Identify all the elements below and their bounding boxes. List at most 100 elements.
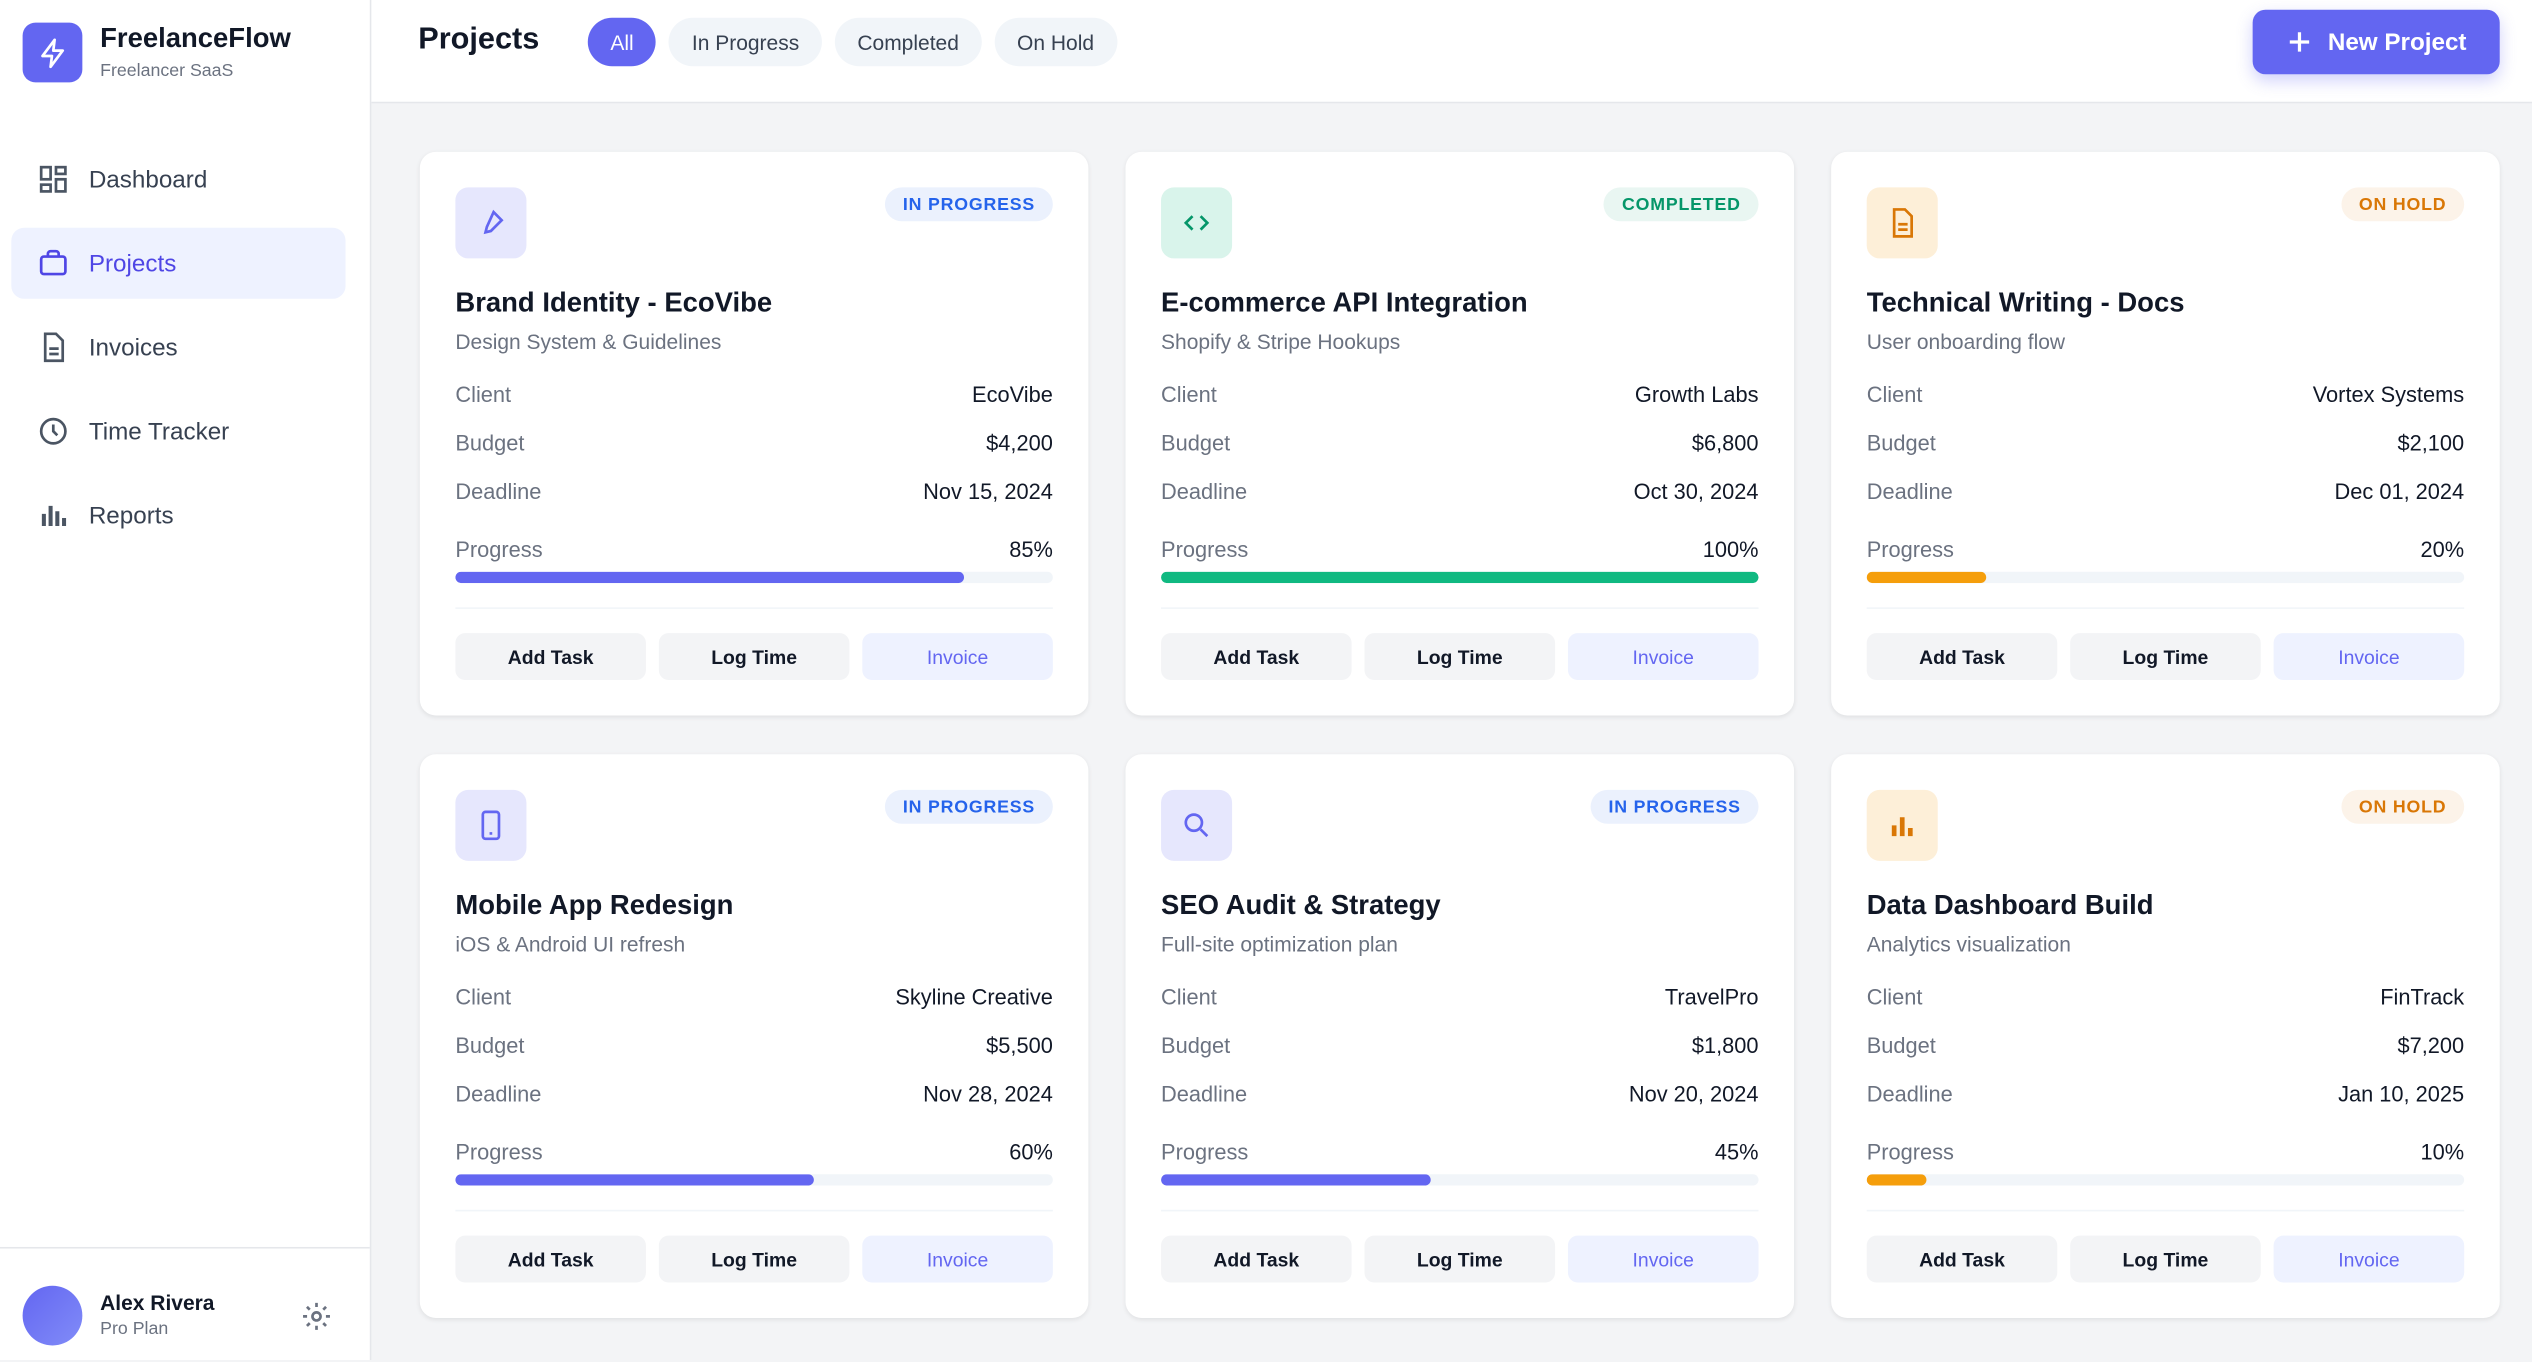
progress-track	[455, 571, 1053, 584]
detail-row: Deadline Nov 15, 2024	[455, 467, 1052, 515]
action-button[interactable]: Log Time	[658, 1235, 850, 1283]
nav-item[interactable]: Dashboard	[11, 144, 345, 215]
nav-item[interactable]: Projects	[11, 227, 346, 299]
action-button[interactable]: Log Time	[2070, 633, 2261, 680]
nav-label: Projects	[88, 249, 177, 278]
detail-label: Progress	[1161, 1139, 1249, 1164]
project-subtitle: Full-site optimization plan	[1161, 931, 1398, 957]
detail-row: Client Growth Labs	[1161, 370, 1758, 418]
detail-label: Deadline	[1866, 478, 1953, 504]
detail-label: Client	[1866, 381, 1923, 407]
nav-item[interactable]: Reports	[11, 480, 345, 551]
detail-value: EcoVibe	[972, 381, 1053, 407]
project-title: Technical Writing - Docs	[1866, 287, 2185, 319]
project-card: IN PROGRESS SEO Audit & Strategy Full-site…	[1125, 754, 1795, 1319]
detail-row: Deadline Nov 20, 2024	[1161, 1069, 1758, 1117]
project-subtitle: Design System & Guidelines	[455, 329, 722, 354]
nav-item[interactable]: Time Tracker	[11, 396, 345, 467]
detail-value: $2,100	[2397, 430, 2465, 455]
status-badge: COMPLETED	[1604, 187, 1759, 222]
action-button[interactable]: Log Time	[1364, 633, 1556, 680]
detail-label: Deadline	[455, 478, 542, 504]
progress-label: 100%	[1702, 537, 1759, 562]
divider	[1866, 1209, 2465, 1212]
action-button[interactable]: Invoice	[862, 633, 1053, 680]
filter-pill[interactable]: In Progress	[669, 17, 822, 67]
avatar	[22, 1285, 83, 1346]
action-button[interactable]: Invoice	[1567, 1235, 1759, 1283]
progress-label: 10%	[2420, 1139, 2465, 1164]
project-icon	[1161, 187, 1233, 259]
project-subtitle: Analytics visualization	[1866, 931, 2071, 957]
detail-label: Budget	[1161, 430, 1231, 455]
project-title: Data Dashboard Build	[1866, 889, 2154, 921]
detail-label: Budget	[1866, 430, 1936, 455]
nav-item[interactable]: Invoices	[11, 312, 345, 383]
divider	[1866, 607, 2465, 609]
project-details: Client Growth Labs Budget $6,800 Deadline Oct…	[1161, 370, 1758, 515]
project-title: Mobile App Redesign	[455, 889, 734, 921]
action-button[interactable]: Add Task	[1866, 1235, 2058, 1283]
filter-pill[interactable]: All	[587, 17, 657, 67]
action-button[interactable]: Log Time	[1364, 1235, 1556, 1283]
status-badge: IN PROGRESS	[885, 187, 1053, 222]
project-icon	[455, 789, 527, 861]
nav-label: Dashboard	[88, 165, 208, 194]
action-button[interactable]: Add Task	[455, 633, 646, 680]
project-icon	[455, 187, 527, 259]
project-icon	[1161, 789, 1233, 861]
action-button[interactable]: Add Task	[1866, 633, 2058, 680]
card-actions: Add Task Log Time Invoice	[1866, 1235, 2465, 1283]
action-button[interactable]: Invoice	[2273, 633, 2465, 680]
header: Projects All In Progress Completed On Hold …	[371, 0, 2532, 104]
progress-bar	[1866, 1174, 1927, 1186]
detail-value: Nov 20, 2024	[1628, 1081, 1759, 1106]
detail-row: Budget $7,200	[1867, 1021, 2464, 1069]
nav-label: Time Tracker	[88, 417, 230, 445]
settings[interactable]	[300, 1300, 332, 1332]
filter-pill[interactable]: Completed	[834, 17, 982, 67]
progress-row: Progress 60%	[455, 1127, 1052, 1175]
status-badge: IN PROGRESS	[885, 789, 1053, 824]
progress-bar	[455, 571, 964, 584]
progress-label: 45%	[1714, 1139, 1759, 1164]
detail-label: Progress	[455, 537, 543, 562]
new-project-button[interactable]: New Project	[2252, 9, 2500, 75]
detail-value: TravelPro	[1664, 984, 1759, 1009]
detail-row: Client EcoVibe	[455, 370, 1052, 418]
action-button[interactable]: Add Task	[455, 1235, 646, 1283]
user-name: Alex Rivera	[100, 1290, 215, 1315]
detail-row: Budget $2,100	[1867, 418, 2464, 466]
project-card: ON HOLD Technical Writing - Docs User onbo…	[1831, 151, 2500, 716]
action-button[interactable]: Invoice	[862, 1235, 1053, 1283]
detail-value: Dec 01, 2024	[2334, 478, 2465, 504]
detail-row: Budget $5,500	[455, 1021, 1052, 1069]
detail-row: Budget $6,800	[1161, 418, 1758, 466]
detail-row: Client Vortex Systems	[1867, 370, 2464, 418]
action-button[interactable]: Add Task	[1161, 633, 1352, 680]
action-button[interactable]: Log Time	[658, 633, 850, 680]
filter-pill[interactable]: On Hold	[994, 17, 1117, 67]
progress-bar	[455, 1174, 814, 1186]
brand: FreelanceFlow	[100, 22, 291, 54]
detail-label: Progress	[1866, 1139, 1954, 1164]
divider	[455, 1209, 1053, 1212]
detail-value: Oct 30, 2024	[1633, 478, 1759, 504]
status-badge: ON HOLD	[2341, 187, 2465, 222]
detail-row: Deadline Jan 10, 2025	[1867, 1069, 2464, 1117]
detail-label: Budget	[1866, 1032, 1936, 1058]
detail-label: Deadline	[1866, 1081, 1953, 1106]
action-button[interactable]: Log Time	[2070, 1235, 2261, 1283]
progress-track	[1161, 571, 1759, 584]
action-button[interactable]: Invoice	[2273, 1235, 2465, 1283]
progress-row: Progress 45%	[1161, 1127, 1758, 1175]
detail-label: Deadline	[1161, 478, 1248, 504]
project-card: ON HOLD Data Dashboard Build Analytics vis…	[1831, 754, 2500, 1319]
progress-bar	[1866, 571, 1987, 584]
card-actions: Add Task Log Time Invoice	[1866, 633, 2465, 680]
action-button[interactable]: Add Task	[1161, 1235, 1352, 1283]
detail-label: Client	[1161, 984, 1217, 1009]
progress-bar	[1161, 1174, 1430, 1186]
action-button[interactable]: Invoice	[1567, 633, 1759, 680]
detail-row: Client TravelPro	[1161, 972, 1758, 1020]
